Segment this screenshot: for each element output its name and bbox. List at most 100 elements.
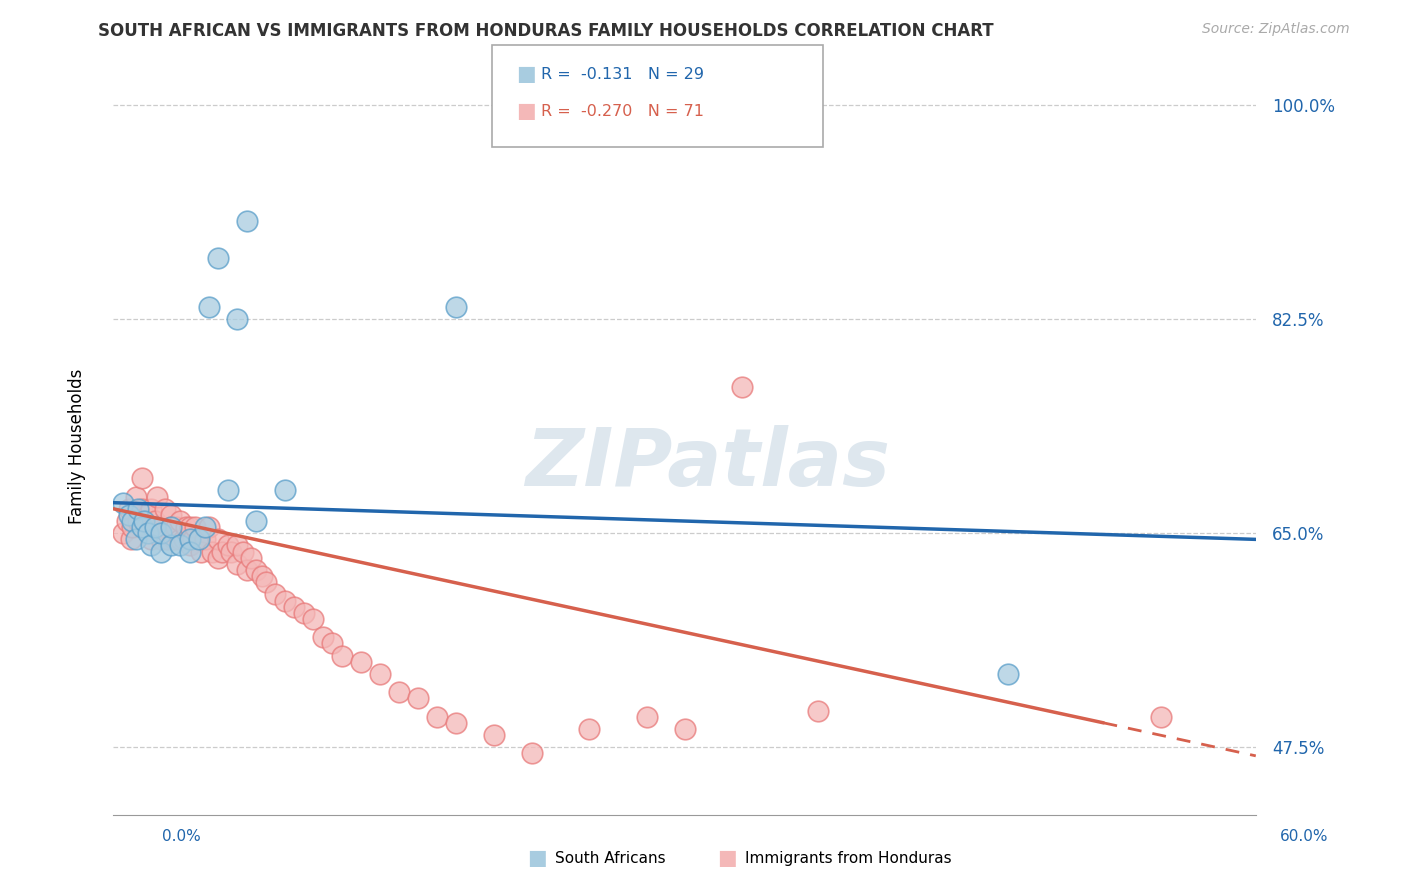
Point <box>406 691 429 706</box>
Point <box>165 520 187 534</box>
Point <box>127 514 149 528</box>
Point <box>522 747 544 761</box>
Point <box>350 655 373 669</box>
Point <box>127 501 149 516</box>
Point <box>188 533 211 547</box>
Point <box>578 722 600 736</box>
Point <box>330 648 353 663</box>
Point <box>226 539 249 553</box>
Point <box>159 520 181 534</box>
Point <box>111 496 134 510</box>
Point <box>207 550 229 565</box>
Point <box>136 508 159 522</box>
Point <box>179 544 201 558</box>
Point <box>136 526 159 541</box>
Point <box>159 520 181 534</box>
Point <box>173 533 195 547</box>
Point <box>141 539 163 553</box>
Point <box>169 539 191 553</box>
Point <box>207 251 229 265</box>
Text: 0.0%: 0.0% <box>162 830 201 844</box>
Point <box>194 533 217 547</box>
Point <box>1149 709 1171 723</box>
Point <box>184 520 207 534</box>
Point <box>118 508 141 522</box>
Point <box>174 520 197 534</box>
Text: South Africans: South Africans <box>555 851 666 865</box>
Point <box>201 544 224 558</box>
Point <box>226 557 249 571</box>
Point <box>120 533 142 547</box>
Point <box>141 533 163 547</box>
Point <box>636 709 658 723</box>
Point <box>368 667 391 681</box>
Point <box>111 526 134 541</box>
Point <box>484 728 506 742</box>
Point <box>221 544 243 558</box>
Point <box>153 501 176 516</box>
Point <box>115 514 138 528</box>
Point <box>211 544 233 558</box>
Point <box>388 685 411 699</box>
Point <box>292 606 315 620</box>
Point <box>188 533 211 547</box>
Point <box>250 569 273 583</box>
Point <box>235 563 257 577</box>
Point <box>141 501 163 516</box>
Point <box>217 483 239 498</box>
Point <box>245 563 267 577</box>
Point <box>150 526 173 541</box>
Text: ■: ■ <box>516 102 536 121</box>
Point <box>150 533 173 547</box>
Point <box>183 533 205 547</box>
Point <box>190 544 212 558</box>
Point <box>444 715 467 730</box>
Text: ZIPatlas: ZIPatlas <box>524 425 890 503</box>
Point <box>197 520 219 534</box>
Point <box>121 520 143 534</box>
Point <box>207 533 229 547</box>
Text: Source: ZipAtlas.com: Source: ZipAtlas.com <box>1202 22 1350 37</box>
Point <box>121 514 143 528</box>
Point <box>150 544 173 558</box>
Point <box>217 539 239 553</box>
Point <box>125 490 148 504</box>
Point <box>159 539 181 553</box>
Point <box>673 722 696 736</box>
Text: Immigrants from Honduras: Immigrants from Honduras <box>745 851 952 865</box>
Text: 60.0%: 60.0% <box>1281 830 1329 844</box>
Point <box>131 471 153 485</box>
Text: Family Households: Family Households <box>69 368 86 524</box>
Point <box>283 599 305 614</box>
Point <box>245 514 267 528</box>
Point <box>143 520 166 534</box>
Point <box>118 501 141 516</box>
Point <box>146 490 169 504</box>
Point <box>254 575 277 590</box>
Point <box>143 514 166 528</box>
Text: SOUTH AFRICAN VS IMMIGRANTS FROM HONDURAS FAMILY HOUSEHOLDS CORRELATION CHART: SOUTH AFRICAN VS IMMIGRANTS FROM HONDURA… <box>98 22 994 40</box>
Point <box>179 539 201 553</box>
Point <box>156 533 179 547</box>
Point <box>997 667 1019 681</box>
Point <box>150 520 173 534</box>
Point <box>226 312 249 326</box>
Point <box>731 379 754 393</box>
Point <box>312 630 335 644</box>
Point <box>274 483 297 498</box>
Point <box>132 514 155 528</box>
Point <box>163 533 186 547</box>
Text: R =  -0.270   N = 71: R = -0.270 N = 71 <box>541 104 704 119</box>
Point <box>131 520 153 534</box>
Point <box>197 300 219 314</box>
Text: ■: ■ <box>527 848 547 868</box>
Point <box>179 533 201 547</box>
Point <box>131 501 153 516</box>
Point <box>194 520 217 534</box>
Point <box>159 508 181 522</box>
Text: R =  -0.131   N = 29: R = -0.131 N = 29 <box>541 67 704 81</box>
Point <box>807 704 830 718</box>
Point <box>169 533 191 547</box>
Text: ■: ■ <box>717 848 737 868</box>
Point <box>125 533 148 547</box>
